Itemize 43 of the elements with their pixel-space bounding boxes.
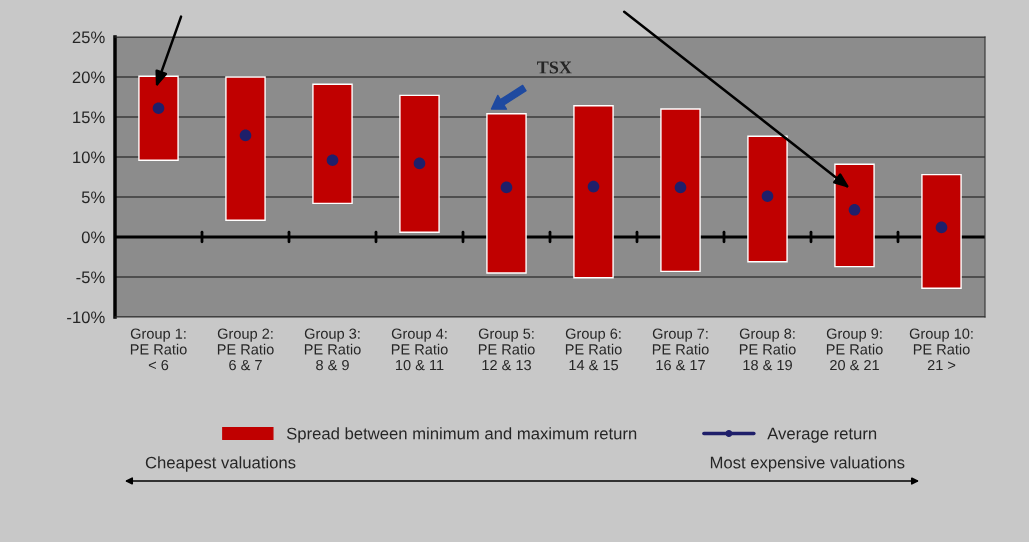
y-tick-label: 20%	[72, 71, 105, 84]
y-tick-label: -10%	[67, 311, 105, 324]
x-tick-label: Group 2: PE Ratio 6 & 7	[217, 328, 274, 371]
point	[848, 203, 861, 216]
x-tick-label: Group 3: PE Ratio 8 & 9	[304, 328, 361, 371]
point	[935, 221, 948, 234]
x-tick-label: Group 8: PE Ratio 18 & 19	[739, 328, 796, 371]
point	[239, 129, 252, 142]
bar	[225, 76, 266, 221]
point	[761, 190, 774, 203]
x-tick-label: Group 9: PE Ratio 20 & 21	[826, 328, 883, 371]
text: Cheapest valuations	[145, 456, 296, 472]
bar	[921, 173, 962, 289]
point	[152, 102, 165, 115]
point	[500, 181, 513, 194]
y-tick-label: 5%	[81, 191, 105, 204]
bar	[312, 83, 353, 205]
y-tick-label: 15%	[73, 111, 105, 124]
y-tick-label: -5%	[76, 271, 105, 284]
y-tick-label: 0%	[81, 231, 105, 244]
bar	[660, 108, 701, 273]
y-tick-label: 25%	[72, 31, 105, 44]
point	[326, 154, 339, 167]
text: Most expensive valuations	[710, 456, 905, 472]
x-tick-label: Group 7: PE Ratio 16 & 17	[652, 328, 709, 371]
bar	[399, 94, 440, 233]
x-tick-label: Group 4: PE Ratio 10 & 11	[391, 328, 448, 371]
point	[413, 157, 426, 170]
bar	[573, 105, 614, 279]
x-tick-label: Group 10: PE Ratio 21 >	[909, 328, 973, 371]
bar	[747, 135, 788, 263]
legend-label: Spread between minimum and maximum return	[286, 427, 637, 443]
y-tick-label: 10%	[73, 151, 105, 164]
x-tick-label: Group 1: PE Ratio < 6	[130, 328, 187, 371]
x-tick-label: Group 6: PE Ratio 14 & 15	[565, 328, 622, 371]
legend-label: Average return	[767, 427, 877, 443]
annotation: TSX	[537, 61, 572, 74]
bar	[486, 113, 527, 274]
point	[587, 180, 600, 193]
point	[674, 181, 687, 194]
x-tick-label: Group 5: PE Ratio 12 & 13	[478, 328, 535, 371]
bar	[138, 75, 179, 161]
bar	[834, 163, 875, 268]
